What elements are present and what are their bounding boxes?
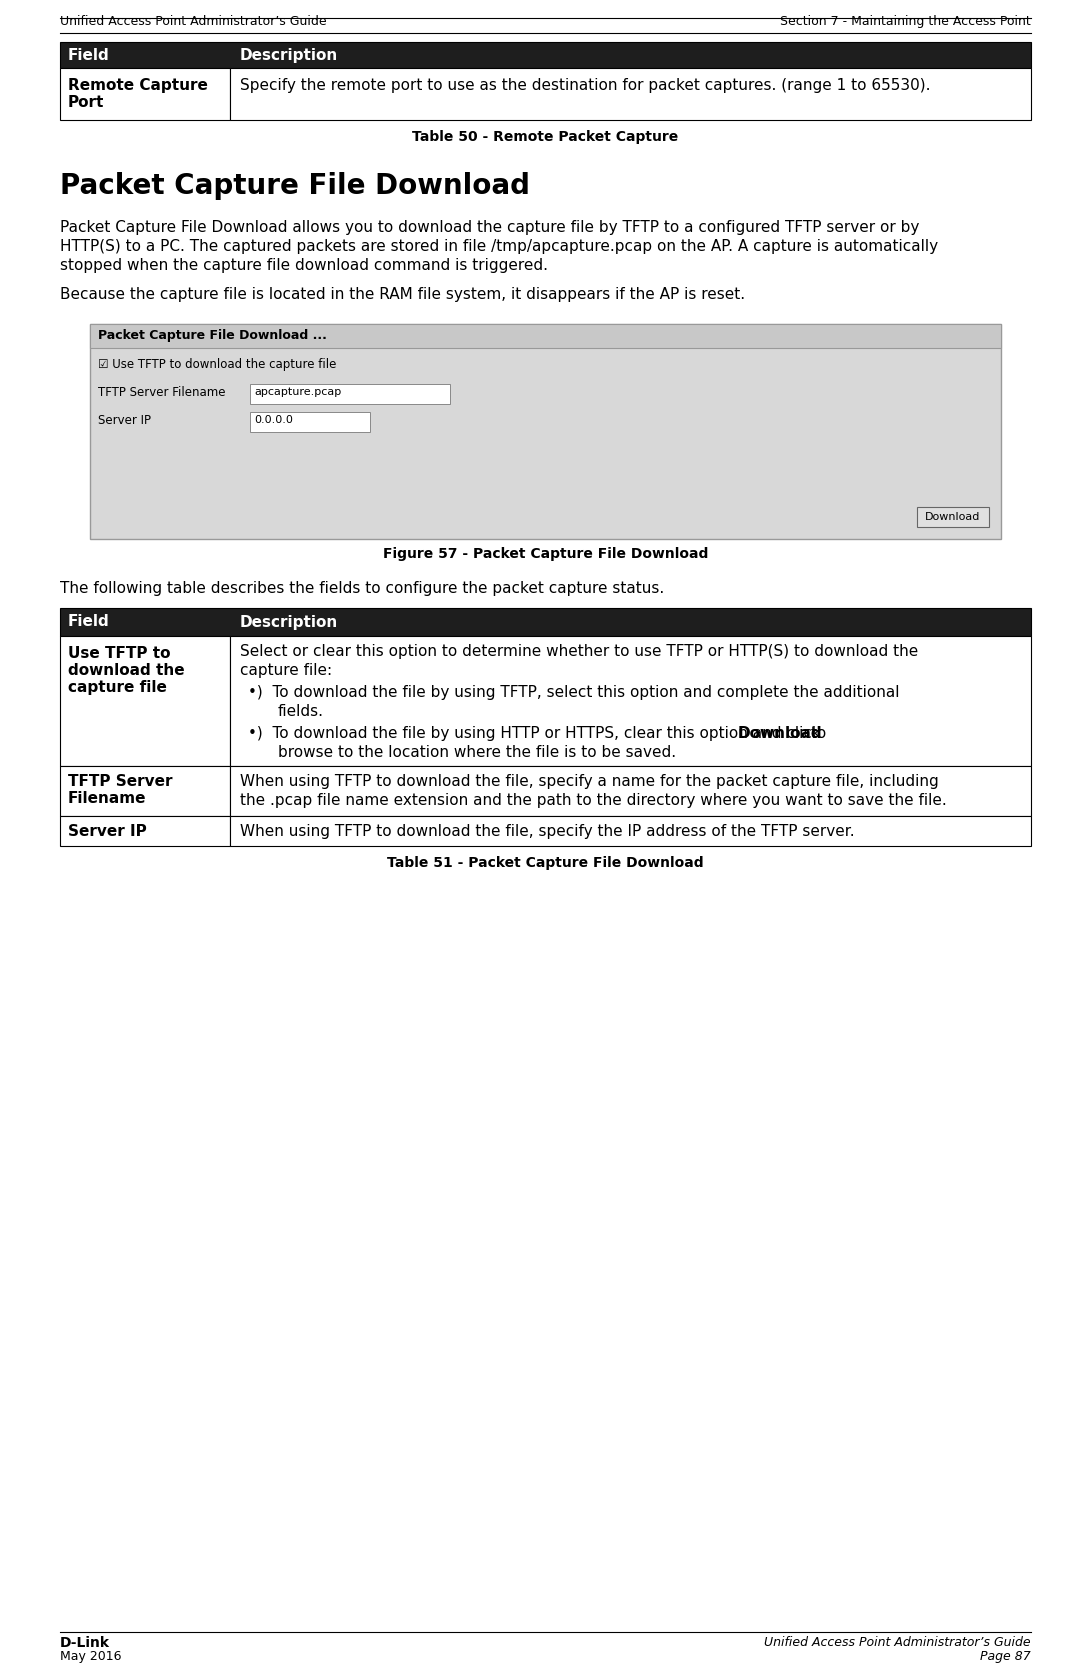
Text: capture file:: capture file: [240,662,332,677]
Text: Because the capture file is located in the RAM file system, it disappears if the: Because the capture file is located in t… [60,287,745,302]
Text: Use TFTP to: Use TFTP to [68,646,170,661]
Text: Server IP: Server IP [68,824,147,839]
Text: Unified Access Point Administrator’s Guide: Unified Access Point Administrator’s Gui… [765,1636,1031,1650]
Text: stopped when the capture file download command is triggered.: stopped when the capture file download c… [60,259,548,274]
Text: Description: Description [240,614,338,629]
Text: Download: Download [925,512,981,522]
Text: Packet Capture File Download: Packet Capture File Download [60,172,530,200]
Text: 0.0.0.0: 0.0.0.0 [254,415,292,425]
Bar [89,324,1002,539]
Text: Page 87: Page 87 [980,1650,1031,1663]
Text: HTTP(S) to a PC. The captured packets are stored in file /tmp/apcapture.pcap on : HTTP(S) to a PC. The captured packets ar… [60,239,938,254]
Bar [230,636,1031,766]
Bar [230,816,1031,846]
Bar [250,384,449,404]
Text: Description: Description [240,47,338,62]
Bar [230,766,1031,816]
Text: TFTP Server Filename: TFTP Server Filename [98,385,226,399]
Text: the .pcap file name extension and the path to the directory where you want to sa: the .pcap file name extension and the pa… [240,792,947,807]
Text: Remote Capture: Remote Capture [68,78,208,93]
Text: Packet Capture File Download ...: Packet Capture File Download ... [98,329,327,342]
Text: Server IP: Server IP [98,414,151,427]
Text: The following table describes the fields to configure the packet capture status.: The following table describes the fields… [60,580,664,595]
Text: Table 50 - Remote Packet Capture: Table 50 - Remote Packet Capture [412,130,679,143]
Text: Unified Access Point Administrator’s Guide: Unified Access Point Administrator’s Gui… [60,15,326,28]
Text: D-Link: D-Link [60,1636,110,1650]
Bar [60,636,230,766]
Text: Filename: Filename [68,791,146,806]
Text: download the: download the [68,662,184,677]
Text: Figure 57 - Packet Capture File Download: Figure 57 - Packet Capture File Download [383,547,708,560]
Bar [230,68,1031,120]
Text: Field: Field [68,47,110,62]
Text: Packet Capture File Download allows you to download the capture file by TFTP to : Packet Capture File Download allows you … [60,220,920,235]
Text: Table 51 - Packet Capture File Download: Table 51 - Packet Capture File Download [387,856,704,871]
Text: fields.: fields. [278,704,324,719]
Text: Specify the remote port to use as the destination for packet captures. (range 1 : Specify the remote port to use as the de… [240,78,931,93]
Text: TFTP Server: TFTP Server [68,774,172,789]
Text: Field: Field [68,614,110,629]
Text: Port: Port [68,95,105,110]
Text: When using TFTP to download the file, specify a name for the packet capture file: When using TFTP to download the file, sp… [240,774,938,789]
Bar [89,324,1002,349]
Text: Download: Download [738,726,823,741]
Bar [60,766,230,816]
Bar [250,412,370,432]
Text: May 2016: May 2016 [60,1650,121,1663]
Bar [918,507,990,527]
Text: •)  To download the file by using TFTP, select this option and complete the addi: •) To download the file by using TFTP, s… [248,686,899,701]
Text: •)  To download the file by using HTTP or HTTPS, clear this option and click: •) To download the file by using HTTP or… [248,726,826,741]
Bar [60,42,1031,68]
Text: Section 7 - Maintaining the Access Point: Section 7 - Maintaining the Access Point [780,15,1031,28]
Text: capture file: capture file [68,681,167,696]
Text: ☑ Use TFTP to download the capture file: ☑ Use TFTP to download the capture file [98,359,336,370]
Bar [60,68,230,120]
Bar [60,609,1031,636]
Text: to: to [806,726,826,741]
Text: browse to the location where the file is to be saved.: browse to the location where the file is… [278,746,676,761]
Text: When using TFTP to download the file, specify the IP address of the TFTP server.: When using TFTP to download the file, sp… [240,824,854,839]
Text: apcapture.pcap: apcapture.pcap [254,387,341,397]
Text: Select or clear this option to determine whether to use TFTP or HTTP(S) to downl: Select or clear this option to determine… [240,644,919,659]
Bar [60,816,230,846]
